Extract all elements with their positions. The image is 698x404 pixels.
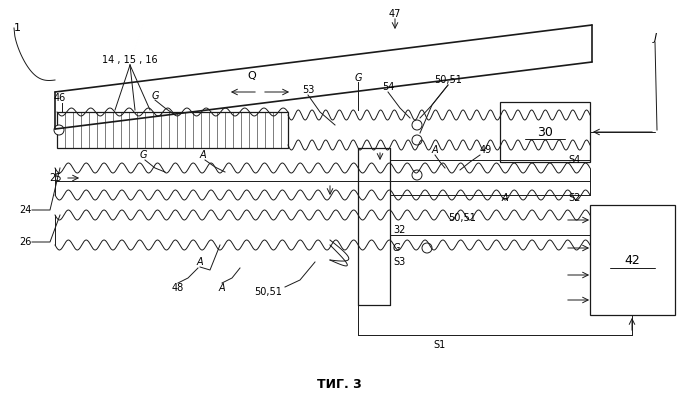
Bar	[57, 112, 288, 148]
Text: G: G	[140, 150, 147, 160]
Text: 50,51: 50,51	[448, 213, 476, 223]
Text: 50,51: 50,51	[434, 75, 462, 85]
Text: 1: 1	[14, 23, 21, 33]
Text: Q: Q	[248, 71, 256, 81]
Text: S2: S2	[568, 193, 580, 203]
Circle shape	[422, 243, 432, 253]
Text: ΤИГ. 3: ΤИГ. 3	[317, 379, 362, 391]
Text: S4: S4	[568, 155, 580, 165]
Bar	[500, 102, 590, 162]
Text: 42: 42	[624, 253, 640, 267]
Circle shape	[412, 120, 422, 130]
Circle shape	[412, 135, 422, 145]
Text: A: A	[200, 150, 207, 160]
Text: 26: 26	[20, 237, 32, 247]
Text: 46: 46	[54, 93, 66, 103]
Text: G: G	[393, 243, 401, 253]
Text: 32: 32	[393, 225, 406, 235]
Text: S1: S1	[434, 340, 446, 350]
Text: S3: S3	[393, 257, 406, 267]
Text: G: G	[355, 73, 362, 83]
Text: 14 , 15 , 16: 14 , 15 , 16	[102, 55, 158, 65]
Text: A: A	[431, 145, 438, 155]
Text: G: G	[151, 91, 158, 101]
Text: 53: 53	[302, 85, 314, 95]
Text: 25: 25	[50, 173, 62, 183]
Text: 50,51: 50,51	[254, 287, 282, 297]
Text: A: A	[502, 193, 508, 203]
Text: A: A	[197, 257, 203, 267]
Text: A: A	[218, 283, 225, 293]
Bar	[590, 205, 675, 315]
Text: 54: 54	[382, 82, 394, 92]
Text: 48: 48	[172, 283, 184, 293]
Circle shape	[412, 170, 422, 180]
Text: 49: 49	[480, 145, 492, 155]
Text: J: J	[653, 33, 657, 43]
Circle shape	[54, 125, 64, 135]
Text: 47: 47	[389, 9, 401, 19]
Text: 30: 30	[537, 126, 553, 139]
Text: 24: 24	[20, 205, 32, 215]
